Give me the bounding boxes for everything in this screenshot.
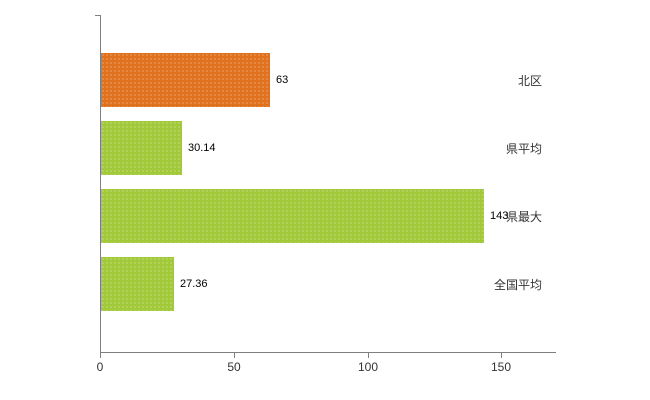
value-label: 143: [490, 210, 509, 222]
bar-3: [101, 257, 174, 311]
x-tick-mark: [234, 353, 235, 358]
x-tick-label: 150: [490, 360, 512, 374]
x-tick-mark: [100, 353, 101, 358]
plot-area: 63 30.14 143 27.36: [100, 15, 556, 353]
bar-2: [101, 189, 484, 243]
x-tick-label: 0: [96, 360, 104, 374]
value-label: 30.14: [188, 142, 216, 154]
x-tick-mark: [501, 353, 502, 358]
x-tick-label: 50: [227, 360, 241, 374]
bar-1: [101, 121, 182, 175]
bar-0: [101, 53, 270, 107]
category-label: 県平均: [505, 142, 542, 156]
category-label: 北区: [517, 74, 542, 88]
x-tick-label: 100: [357, 360, 379, 374]
category-label: 県最大: [505, 210, 542, 224]
y-axis-top-tick: [95, 15, 100, 16]
value-label: 63: [276, 74, 289, 86]
x-tick-mark: [368, 353, 369, 358]
value-label: 27.36: [180, 278, 208, 290]
category-label: 全国平均: [493, 278, 542, 292]
